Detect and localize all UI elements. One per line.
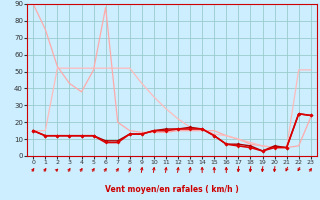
X-axis label: Vent moyen/en rafales ( km/h ): Vent moyen/en rafales ( km/h ) xyxy=(105,185,239,194)
